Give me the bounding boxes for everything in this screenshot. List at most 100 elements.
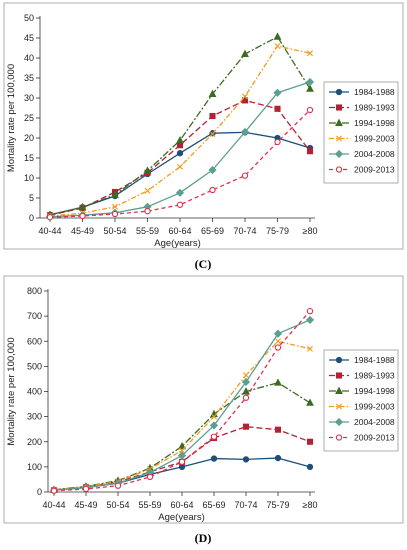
panel-c-legend-marker	[334, 149, 344, 159]
panel-c-y-tick-label: 15	[24, 153, 34, 163]
panel-c-data-point-1989-1993	[274, 105, 281, 112]
panel-c-data-point-1994-1998	[111, 190, 119, 198]
panel-c-legend-label: 1994-1998	[354, 118, 395, 128]
panel-c-legend-label: 2009-2013	[354, 165, 395, 175]
panel-c-x-tick-label: 60-64	[168, 226, 191, 236]
panel-d-data-point-1984-1988	[306, 463, 314, 471]
panel-c-series-line-1999-2003	[49, 45, 311, 217]
panel-c-data-point-1999-2003	[274, 43, 281, 49]
panel-c-y-tick-label: 40	[24, 53, 34, 63]
panel-d-label: (D)	[195, 531, 212, 545]
panel-d-x-tick-label: 55-59	[138, 500, 161, 510]
panel-d-data-point-1994-1998	[306, 398, 314, 406]
panel-c-data-point-1999-2003	[144, 187, 151, 194]
panel-c-data-point-2004-2008	[240, 127, 250, 137]
panel-d-legend-label: 1994-1998	[354, 386, 395, 396]
panel-d-data-point-1999-2003	[179, 447, 185, 454]
panel-c-data-point-1989-1993	[306, 148, 314, 155]
panel-d-series-line-1999-2003	[53, 340, 311, 491]
panel-c-data-point-2009-2013	[209, 186, 216, 194]
panel-d-y-tick-label: 200	[27, 437, 42, 447]
panel-c-data-point-1999-2003	[177, 163, 183, 170]
panel-d-y-tick-label: 700	[27, 311, 42, 321]
panel-d-data-point-2009-2013	[242, 394, 250, 401]
panel-c-data-point-2009-2013	[79, 212, 86, 220]
panel-c-data-point-1989-1993	[176, 142, 184, 149]
panel-d-legend-marker	[335, 386, 343, 394]
panel-d-data-point-1984-1988	[274, 454, 282, 462]
panel-c-data-point-1984-1988	[176, 150, 184, 157]
panel-c-series-line-2009-2013	[49, 109, 311, 218]
panel-c-y-tick-label: 10	[24, 173, 34, 183]
panel-d-legend-marker	[335, 372, 343, 379]
panel-d-y-tick-label: 400	[27, 387, 42, 397]
panel-d-series-line-2009-2013	[53, 310, 311, 492]
panel-c-data-point-2009-2013	[144, 208, 151, 215]
panel-d-data-point-1999-2003	[243, 372, 249, 379]
panel-c-data-point-2009-2013	[241, 172, 249, 179]
panel-d-legend-marker	[335, 356, 343, 364]
panel-d-data-point-2009-2013	[114, 482, 122, 489]
panel-d-legend-marker	[335, 434, 343, 441]
panel-c-legend-marker	[335, 166, 343, 173]
panel-d-data-point-2009-2013	[178, 458, 186, 465]
panel-c-y-tick-label: 0	[29, 213, 34, 223]
panel-c-x-tick-label: 65-69	[201, 226, 224, 236]
panel-c-data-point-2009-2013	[111, 210, 119, 218]
panel-d-x-tick-label: 50-54	[106, 500, 129, 510]
panel-c-data-point-1999-2003	[307, 50, 313, 57]
panel-d-x-tick-label: 70-74	[234, 500, 257, 510]
panel-c-data-point-2009-2013	[274, 138, 281, 146]
panel-d-legend-label: 1989-1993	[354, 371, 395, 381]
panel-d-data-point-2009-2013	[210, 433, 218, 440]
panel-d-legend-label: 1999-2003	[354, 402, 395, 412]
panel-d-y-tick-label: 800	[27, 286, 42, 296]
panel-d-x-tick-label: 65-69	[202, 500, 225, 510]
panel-c-y-tick-label: 5	[29, 193, 34, 203]
panel-d-y-tick-label: 500	[27, 361, 42, 371]
panel-c-data-point-1989-1993	[241, 97, 249, 104]
panel-d-data-point-1999-2003	[307, 345, 313, 352]
panel-d-y-tick-label: 100	[27, 462, 42, 472]
panel-c-data-point-1994-1998	[306, 84, 314, 92]
panel-d-x-tick-label: 75-79	[266, 500, 289, 510]
panel-d-data-point-2004-2008	[273, 329, 283, 338]
panel-d-legend	[323, 349, 399, 452]
panel-d-x-tick-label: ≥80	[303, 500, 318, 510]
panel-c-x-tick-label: 70-74	[233, 226, 256, 236]
panel-c-x-tick-label: 75-79	[266, 226, 289, 236]
panel-c-data-point-2009-2013	[306, 106, 314, 114]
panel-c-label: (C)	[195, 257, 212, 271]
panel-c-y-tick-label: 45	[24, 33, 34, 43]
panel-d-y-tick-label: 600	[27, 336, 42, 346]
panel-c-y-tick-label: 25	[24, 113, 34, 123]
panel-d-legend-marker	[336, 403, 342, 410]
panel-c-legend-label: 1984-1988	[354, 87, 395, 97]
panel-c-data-point-1989-1993	[209, 112, 216, 120]
panel-c-x-tick-label: 55-59	[136, 226, 159, 236]
panel-d-data-point-2009-2013	[306, 307, 314, 315]
panel-d-data-point-1984-1988	[178, 463, 186, 471]
panel-d-data-point-1989-1993	[242, 423, 250, 430]
panel-c-x-tick-label: 40-44	[38, 226, 61, 236]
panel-d-data-point-1984-1988	[210, 455, 218, 462]
panel-c-y-tick-label: 35	[24, 73, 34, 83]
panel-d-data-point-2009-2013	[274, 344, 282, 351]
panel-c-data-point-1999-2003	[242, 93, 248, 100]
panel-c-legend	[323, 81, 399, 184]
panel-c-chart: 0 5 10 15 20 25 30 35 40 45 50 40-44 45-49 50-54 55-59…	[3, 2, 404, 250]
panel-c-data-point-1994-1998	[143, 166, 152, 174]
panel-d-data-point-1994-1998	[178, 441, 186, 450]
panel-d-data-point-2009-2013	[146, 473, 154, 481]
panel-c-data-point-1999-2003	[209, 131, 216, 137]
panel-c-data-point-2004-2008	[208, 165, 217, 175]
panel-d-data-point-2009-2013	[50, 487, 58, 494]
panel-c-x-tick-label: 50-54	[103, 226, 126, 236]
panel-c-data-point-1994-1998	[273, 32, 282, 40]
panel-d-legend-label: 2009-2013	[354, 433, 395, 443]
panel-d-data-point-2009-2013	[82, 485, 90, 493]
panel-c-legend-label: 1989-1993	[354, 103, 395, 113]
panel-c-data-point-1994-1998	[176, 136, 184, 144]
panel-c-data-point-2004-2008	[305, 77, 315, 87]
